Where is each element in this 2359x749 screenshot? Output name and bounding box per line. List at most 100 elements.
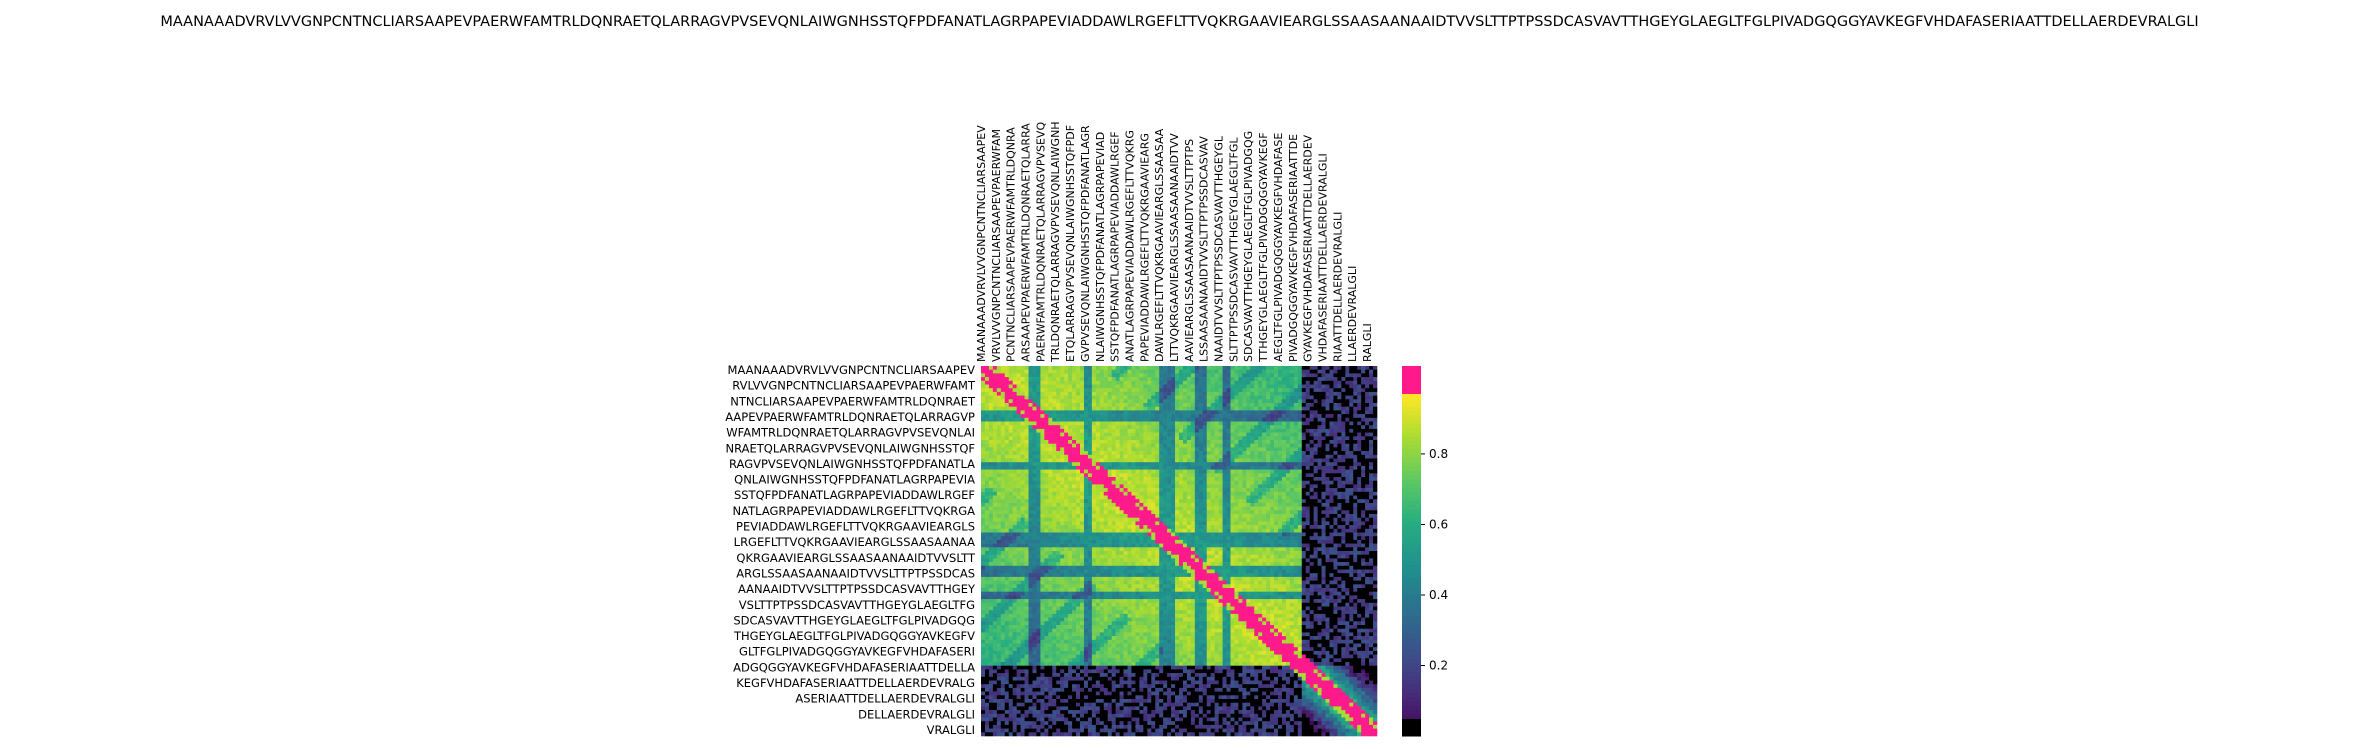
heatmap-cell (1289, 417, 1295, 422)
heatmap-cell (1131, 380, 1136, 385)
heatmap-cell (1281, 525, 1287, 530)
heatmap-cell (1135, 517, 1140, 522)
heatmap-cell (1103, 462, 1109, 467)
heatmap-cell (1345, 425, 1350, 430)
heatmap-cell (1139, 417, 1144, 422)
heatmap-cell (1198, 447, 1204, 452)
heatmap-cell (1163, 447, 1168, 452)
heatmap-cell (1179, 380, 1184, 385)
heatmap-cell (1095, 458, 1101, 463)
heatmap-cell (1206, 406, 1211, 411)
heatmap-cell (1321, 366, 1326, 370)
heatmap-cell (1115, 395, 1120, 400)
heatmap-cell (1179, 425, 1184, 430)
heatmap-cell (1044, 473, 1049, 478)
heatmap-cell (1321, 414, 1326, 419)
heatmap-cell (1024, 395, 1029, 400)
heatmap-cell (1131, 388, 1136, 393)
heatmap-cell (1357, 543, 1362, 548)
heatmap-cell (1024, 447, 1029, 452)
heatmap-cell (1313, 517, 1318, 522)
heatmap-cell (1056, 443, 1061, 448)
heatmap-cell (1044, 384, 1049, 389)
heatmap-cell (1258, 369, 1263, 374)
heatmap-cell (1281, 539, 1287, 544)
heatmap-cell (1087, 525, 1093, 530)
heatmap-cell (1186, 395, 1192, 400)
heatmap-cell (1238, 410, 1243, 415)
heatmap-cell (1361, 480, 1366, 485)
heatmap-cell (1016, 484, 1021, 489)
heatmap-cell (1080, 539, 1085, 544)
heatmap-cell (1103, 373, 1109, 378)
heatmap-cell (1095, 543, 1101, 548)
heatmap-cell (1301, 469, 1307, 474)
heatmap-cell (1151, 366, 1156, 370)
heatmap-cell (1210, 525, 1215, 530)
heatmap-cell (1285, 403, 1291, 407)
heatmap-cell (1099, 510, 1105, 515)
heatmap-cell (1159, 447, 1164, 452)
heatmap-cell (1365, 506, 1370, 511)
heatmap-cell (1325, 395, 1330, 400)
heatmap-cell (1091, 406, 1097, 411)
heatmap-cell (1040, 403, 1045, 407)
heatmap-cell (1167, 403, 1172, 407)
heatmap-cell (1060, 547, 1065, 552)
heatmap-cell (1202, 406, 1208, 411)
heatmap-cell (1238, 384, 1243, 389)
heatmap-cell (1186, 458, 1192, 463)
heatmap-cell (1281, 528, 1287, 533)
heatmap-cell (996, 547, 1002, 552)
heatmap-cell (1369, 458, 1374, 463)
heatmap-cell (1179, 403, 1184, 407)
heatmap-cell (1016, 380, 1021, 385)
heatmap-cell (1206, 473, 1211, 478)
heatmap-cell (1254, 506, 1259, 511)
heatmap-cell (1060, 380, 1065, 385)
heatmap-cell (1004, 403, 1010, 407)
heatmap-cell (1127, 406, 1132, 411)
heatmap-cell (1222, 417, 1227, 422)
heatmap-cell (1060, 403, 1065, 407)
heatmap-cell (1266, 440, 1271, 444)
y-tick-label: PEVIADDAWLRGEFLTTVQKRGAAVIEARGLS (736, 520, 975, 534)
heatmap-cell (1281, 388, 1287, 393)
heatmap-cell (1159, 532, 1164, 537)
heatmap-cell (1072, 421, 1077, 426)
heatmap-cell (1028, 391, 1033, 396)
heatmap-cell (1004, 373, 1010, 378)
heatmap-cell (1060, 495, 1065, 500)
heatmap-cell (1048, 506, 1053, 511)
heatmap-cell (1036, 480, 1041, 485)
heatmap-cell (1246, 491, 1251, 496)
heatmap-cell (1329, 369, 1334, 374)
heatmap-cell (1214, 373, 1219, 378)
heatmap-cell (988, 469, 994, 474)
heatmap-cell (1305, 499, 1310, 504)
heatmap-cell (1159, 388, 1164, 393)
heatmap-cell (1004, 462, 1010, 467)
heatmap-cell (1091, 495, 1097, 500)
heatmap-cell (1357, 495, 1362, 500)
heatmap-cell (1333, 469, 1338, 474)
heatmap-cell (1076, 465, 1081, 470)
heatmap-cell (1111, 447, 1116, 452)
heatmap-cell (1198, 536, 1204, 541)
heatmap-cell (1214, 406, 1219, 411)
heatmap-cell (1325, 451, 1330, 456)
heatmap-cell (1341, 417, 1346, 422)
heatmap-cell (1064, 525, 1069, 530)
heatmap-cell (1266, 428, 1271, 433)
heatmap-cell (1194, 539, 1200, 544)
heatmap-cell (1123, 428, 1128, 433)
heatmap-cell (1155, 543, 1160, 548)
heatmap-cell (1353, 417, 1358, 422)
heatmap-cell (1111, 469, 1116, 474)
heatmap-cell (984, 451, 990, 456)
heatmap-cell (984, 366, 990, 370)
heatmap-cell (1258, 525, 1263, 530)
heatmap-cell (1083, 488, 1089, 493)
heatmap-cell (1198, 539, 1204, 544)
heatmap-cell (1115, 417, 1120, 422)
